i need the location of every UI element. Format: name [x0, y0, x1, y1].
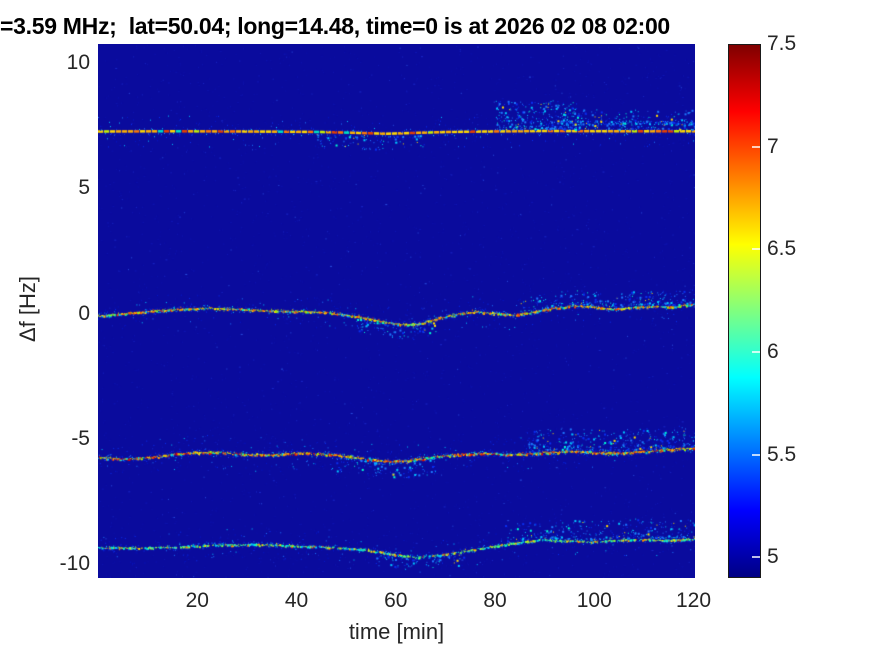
y-tick-label: -10	[59, 552, 90, 576]
x-tick-label: 20	[185, 589, 209, 612]
colorbar-tick-mark	[752, 145, 760, 148]
colorbar-tick-mark	[752, 556, 760, 559]
x-tick-label: 40	[284, 589, 309, 612]
y-tick-label: 5	[78, 176, 90, 200]
figure-title: =3.59 MHz; lat=50.04; long=14.48, time=0…	[0, 13, 670, 39]
colorbar-tick-label: 5	[767, 545, 779, 569]
colorbar-tick-label: 6.5	[767, 237, 797, 261]
x-tick-label: 100	[576, 589, 612, 612]
colorbar-tick-mark	[752, 453, 760, 456]
colorbar	[728, 44, 761, 578]
y-tick-label: 0	[78, 301, 90, 325]
colorbar-tick-label: 7.5	[767, 32, 797, 55]
y-tick-label: -5	[71, 426, 90, 450]
x-axis-label: time [min]	[348, 619, 445, 644]
x-tick-label: 120	[675, 589, 712, 612]
colorbar-tick-label: 6	[767, 340, 779, 364]
spectrogram-plot	[98, 44, 695, 578]
colorbar-tick-label: 7	[767, 134, 779, 158]
x-tick-label: 80	[483, 589, 507, 612]
colorbar-tick-mark	[752, 351, 760, 354]
x-tick-label: 60	[384, 589, 408, 612]
colorbar-tick-mark	[752, 248, 760, 251]
colorbar-tick-label: 5.5	[767, 442, 797, 466]
y-tick-label: 10	[66, 50, 90, 74]
